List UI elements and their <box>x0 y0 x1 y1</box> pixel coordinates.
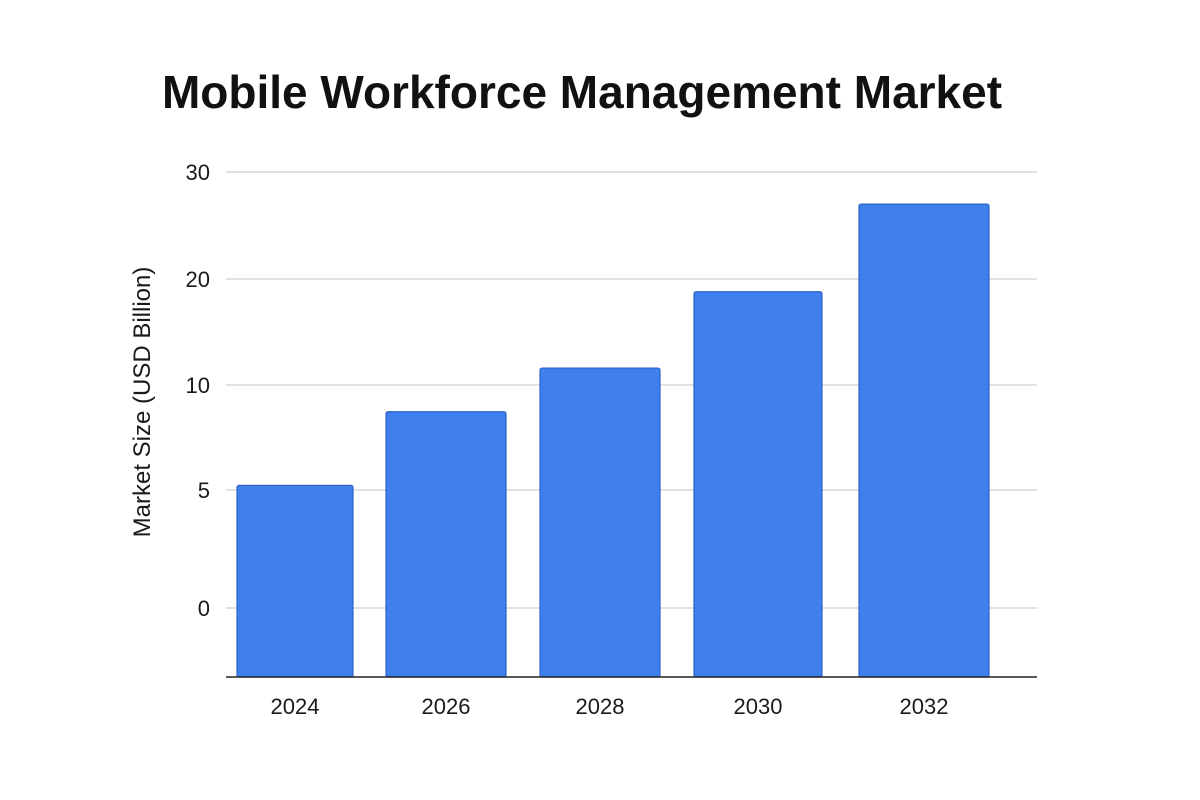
x-tick-label: 2030 <box>734 694 783 719</box>
bars <box>236 203 990 678</box>
y-tick-label: 30 <box>186 160 210 185</box>
x-tick-label: 2028 <box>576 694 625 719</box>
x-tick-label: 2024 <box>271 694 320 719</box>
bar-2028 <box>539 367 661 678</box>
y-tick-label: 5 <box>198 478 210 503</box>
y-tick-label: 0 <box>198 596 210 621</box>
x-axis-ticks: 2024 2026 2028 2030 2032 <box>271 694 949 719</box>
bar-2024 <box>236 484 354 678</box>
bar-2030 <box>693 291 823 678</box>
chart-title: Mobile Workforce Management Market <box>162 66 1002 118</box>
x-tick-label: 2026 <box>422 694 471 719</box>
y-tick-label: 10 <box>186 373 210 398</box>
bar-2032 <box>858 203 990 678</box>
y-axis-label: Market Size (USD Billion) <box>129 267 156 538</box>
bar-2026 <box>385 411 507 678</box>
y-tick-label: 20 <box>186 267 210 292</box>
x-tick-label: 2032 <box>900 694 949 719</box>
y-axis-ticks: 0 5 10 20 30 <box>186 160 210 621</box>
